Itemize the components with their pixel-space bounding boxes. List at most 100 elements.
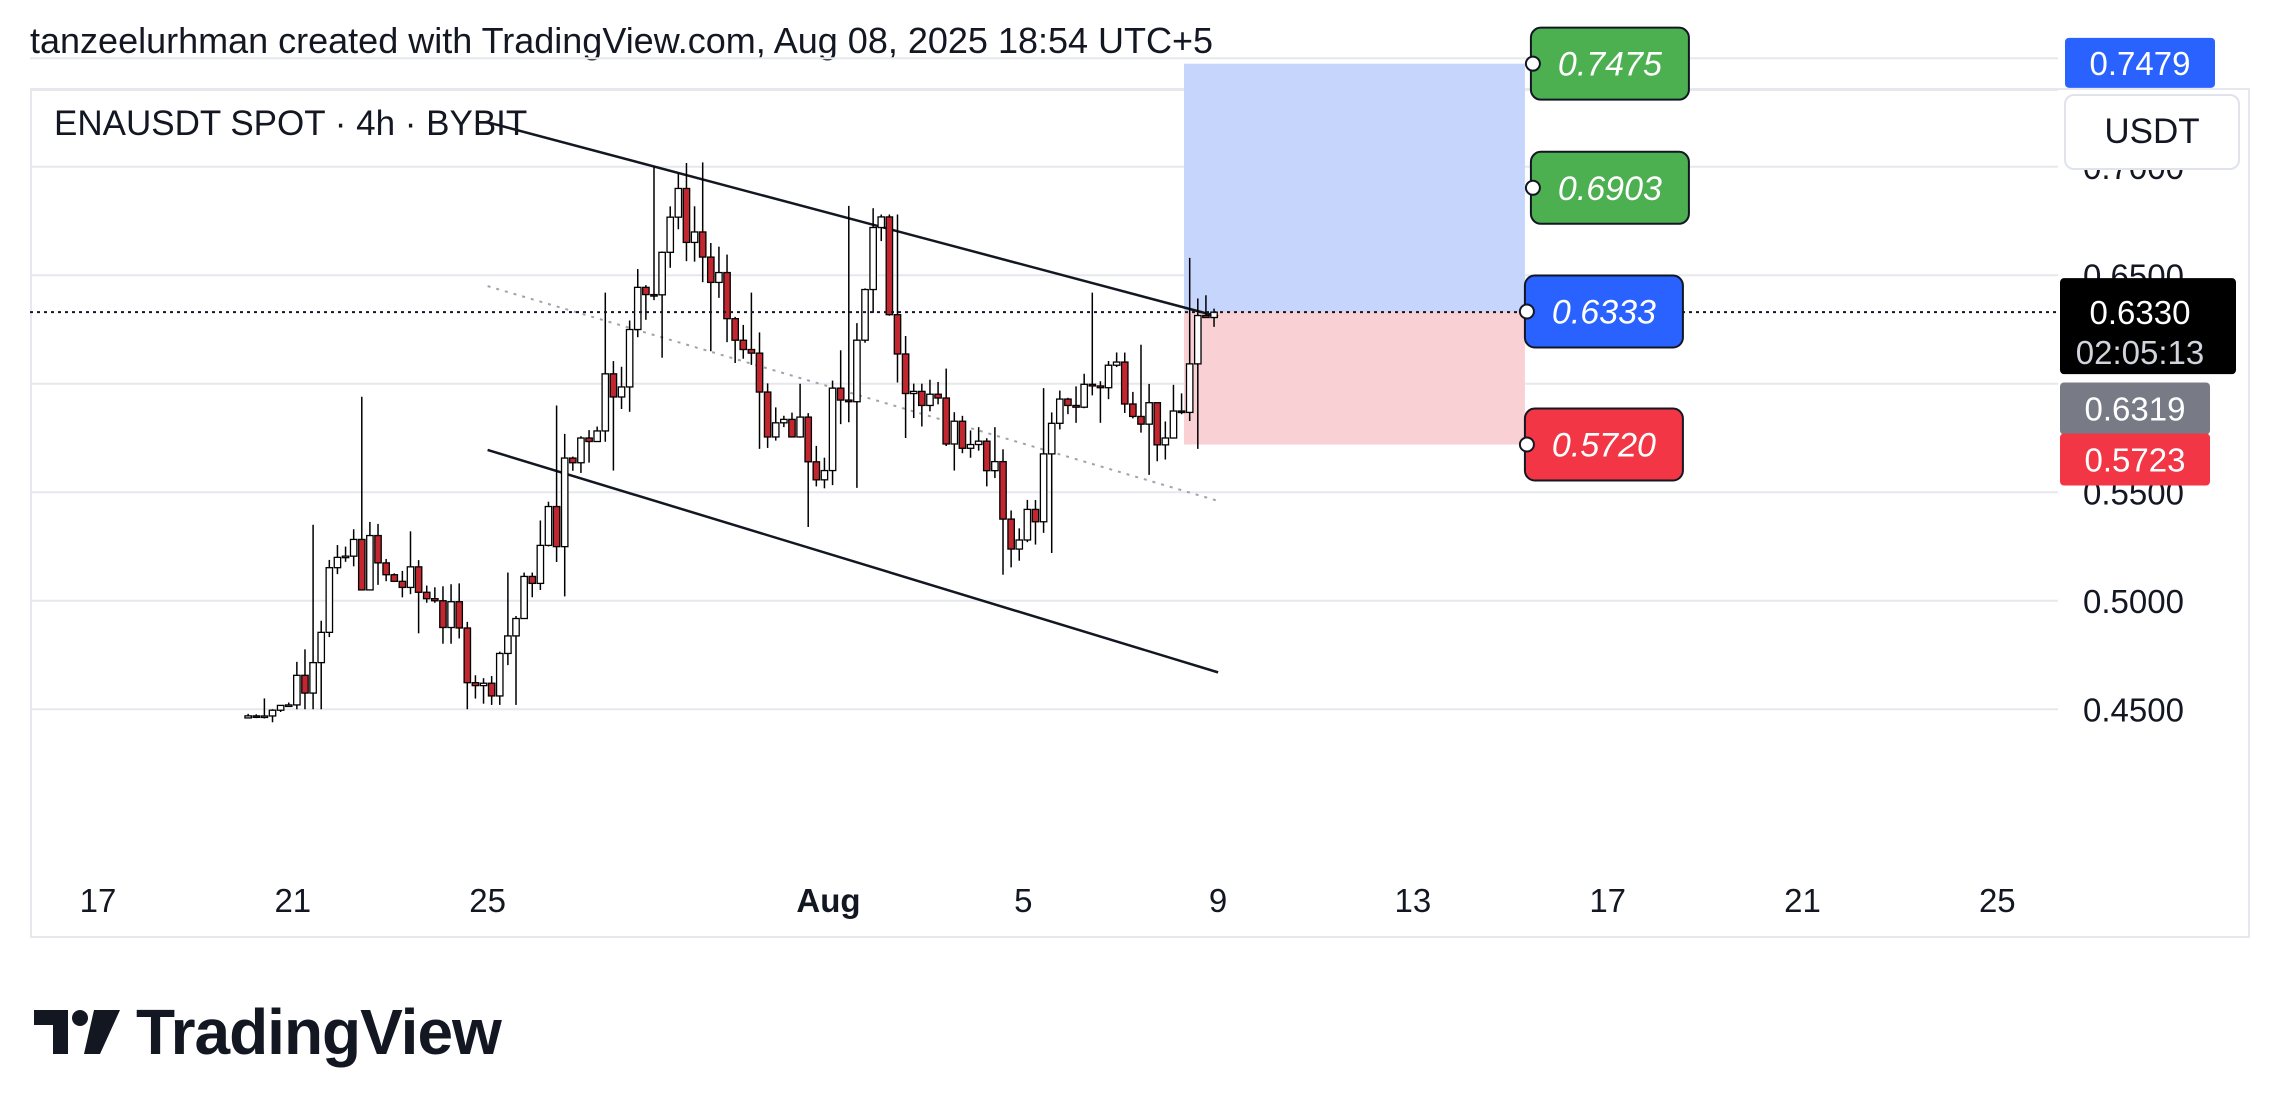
symbol-label: ENAUSDT SPOT · 4h · BYBIT	[54, 104, 528, 143]
candle-body	[861, 288, 869, 341]
candle-body	[374, 534, 382, 564]
candle-body	[1193, 314, 1202, 365]
candle-body	[780, 418, 788, 424]
candle-body	[1007, 518, 1015, 550]
target-2-label-handle[interactable]	[1524, 55, 1541, 72]
entry-label-handle[interactable]	[1518, 303, 1535, 320]
candle-body	[439, 600, 447, 629]
x-tick-label: 21	[274, 882, 311, 919]
candle-body	[958, 420, 967, 449]
candle-body	[1055, 398, 1064, 424]
candle-body	[1185, 363, 1194, 414]
x-tick-label: 25	[469, 882, 506, 919]
candle-body	[447, 601, 455, 629]
target-2-label[interactable]: 0.7475	[1524, 26, 1690, 101]
channel-trendline	[487, 448, 1219, 674]
y-tick-label: 0.5000	[2083, 583, 2184, 620]
candle-body	[520, 575, 528, 620]
candle-body	[706, 256, 715, 284]
candle-body	[560, 457, 569, 548]
candle-body	[1080, 383, 1089, 408]
candle-body	[1129, 403, 1137, 418]
candle-body	[625, 328, 634, 388]
position-zones	[1184, 63, 1525, 445]
candle-body	[771, 422, 780, 438]
candle-body	[804, 416, 813, 463]
candle-body	[1137, 415, 1145, 425]
prev-close-text: 0.6319	[2085, 391, 2186, 428]
candle-body	[633, 286, 642, 331]
target-1-label-handle[interactable]	[1524, 179, 1541, 196]
candle-body	[382, 562, 390, 576]
candle-body	[544, 505, 553, 547]
entry-label-text: 0.6333	[1552, 294, 1656, 332]
stop-label-handle[interactable]	[1518, 436, 1535, 453]
tradingview-logo-icon	[34, 1010, 120, 1054]
entry-label[interactable]: 0.6333	[1518, 274, 1684, 349]
candle-body	[1047, 422, 1056, 455]
time-axis[interactable]: 17 21 25 Aug 5 9 13 17 21 25	[80, 882, 2016, 919]
candle-body	[1064, 398, 1072, 407]
candle-body	[568, 457, 577, 464]
candle-body	[244, 715, 253, 719]
candle-body	[357, 538, 366, 591]
candle-body	[658, 251, 666, 296]
candle-body	[999, 460, 1007, 520]
candle-body	[715, 271, 723, 284]
candle-body	[455, 601, 464, 629]
candle-body	[585, 437, 593, 443]
candle-body	[366, 534, 374, 591]
candle-body	[690, 231, 699, 244]
candle-body	[901, 353, 910, 395]
loss-zone	[1184, 311, 1525, 445]
candle-body	[487, 682, 496, 697]
candle-body	[1088, 383, 1097, 387]
candle-body	[609, 373, 618, 398]
candle-body	[893, 314, 902, 355]
candle-body	[1104, 364, 1113, 389]
x-tick-label: 13	[1395, 882, 1432, 919]
x-tick-label: Aug	[796, 882, 860, 919]
candle-body	[422, 591, 431, 600]
candle-body	[349, 538, 358, 557]
candles	[244, 162, 1218, 723]
position-labels[interactable]: 0.7475 0.6903 0.6333 0.5720	[1518, 26, 1690, 482]
x-tick-label: 17	[1589, 882, 1626, 919]
currency-selector[interactable]: USDT	[2064, 94, 2240, 170]
candle-body	[869, 226, 877, 291]
last-price-badge-bg	[2060, 278, 2236, 375]
candle-body	[317, 631, 326, 664]
candle-body	[430, 598, 439, 602]
candle-body	[1153, 402, 1162, 446]
stop-label[interactable]: 0.5720	[1518, 407, 1684, 482]
price-axis[interactable]: 0.70000.65000.55000.50000.45000.74790.63…	[2060, 37, 2236, 728]
candle-body	[406, 566, 415, 589]
candle-body	[682, 187, 691, 244]
candle-body	[284, 704, 293, 708]
candle-body	[731, 318, 740, 341]
candle-body	[674, 187, 683, 218]
candle-body	[398, 580, 407, 589]
candle-body	[536, 544, 545, 585]
candle-body	[325, 567, 334, 633]
candle-body	[1096, 385, 1105, 389]
candle-body	[1031, 508, 1040, 523]
stop-price-badge: 0.5723	[2060, 433, 2210, 486]
x-tick-label: 17	[80, 882, 117, 919]
trendlines	[487, 121, 1219, 674]
grid-lines	[30, 57, 2058, 711]
candle-body	[755, 352, 764, 393]
candle-body	[260, 715, 269, 719]
target-1-label[interactable]: 0.6903	[1524, 150, 1690, 225]
candle-body	[828, 387, 837, 472]
target-2-label-text: 0.7475	[1558, 46, 1662, 84]
candle-body	[414, 566, 423, 593]
candle-body	[934, 393, 942, 399]
candle-body	[763, 391, 772, 438]
candle-body	[1202, 314, 1210, 319]
candle-body	[966, 443, 975, 449]
x-tick-label: 25	[1979, 882, 2016, 919]
candle-body	[950, 420, 959, 445]
